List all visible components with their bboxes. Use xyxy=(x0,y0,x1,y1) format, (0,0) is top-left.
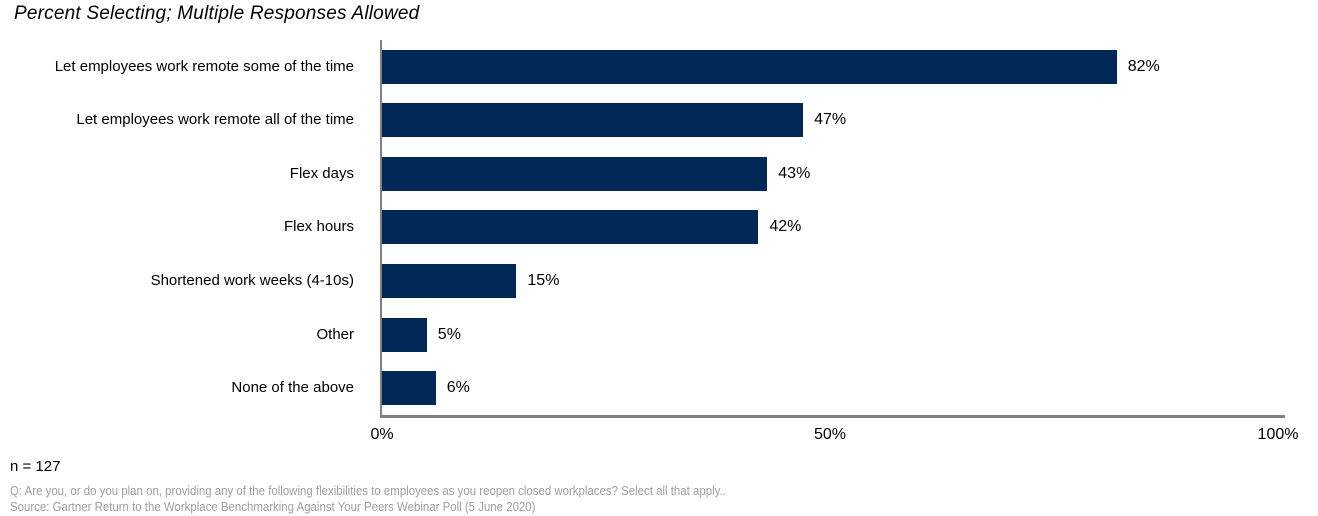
value-label: 6% xyxy=(446,379,470,397)
category-label: Flex hours xyxy=(283,218,354,236)
bar-track: 82% xyxy=(382,40,1278,94)
bar-track: 47% xyxy=(382,94,1278,148)
chart-row: Let employees work remote all of the tim… xyxy=(0,94,1318,148)
x-axis-ticks: 0% 50% 100% xyxy=(370,418,1298,446)
value-label: 15% xyxy=(527,272,560,290)
x-tick-label: 100% xyxy=(1257,426,1299,443)
bar xyxy=(382,317,427,352)
category-label: Flex days xyxy=(289,164,354,182)
sample-size-note: n = 127 xyxy=(10,458,61,475)
bar xyxy=(382,371,436,406)
chart-row: Other 5% xyxy=(0,308,1318,362)
bar-track: 42% xyxy=(382,201,1278,255)
bar-chart: Let employees work remote some of the ti… xyxy=(0,40,1318,446)
source-note: Source: Gartner Return to the Workplace … xyxy=(10,499,536,514)
x-tick-label: 50% xyxy=(813,426,847,443)
value-label: 42% xyxy=(769,218,802,236)
bar-track: 43% xyxy=(382,147,1278,201)
category-label: None of the above xyxy=(231,379,354,397)
value-label: 43% xyxy=(778,164,811,182)
chart-row: Shortened work weeks (4-10s) 15% xyxy=(0,254,1318,308)
chart-title: Percent Selecting; Multiple Responses Al… xyxy=(14,3,420,24)
bar xyxy=(382,264,517,299)
y-axis-line xyxy=(380,40,382,415)
chart-row: Flex days 43% xyxy=(0,147,1318,201)
value-label: 47% xyxy=(814,111,847,129)
category-label: Other xyxy=(316,325,354,343)
bar xyxy=(382,210,759,245)
value-label: 5% xyxy=(437,325,461,343)
category-label: Let employees work remote some of the ti… xyxy=(54,57,354,75)
value-label: 82% xyxy=(1127,57,1160,75)
chart-row: Flex hours 42% xyxy=(0,201,1318,255)
bar xyxy=(382,156,768,191)
category-label: Shortened work weeks (4-10s) xyxy=(150,272,354,290)
bar-track: 5% xyxy=(382,308,1278,362)
chart-row: None of the above 6% xyxy=(0,361,1318,415)
x-axis-line xyxy=(380,415,1285,418)
bar xyxy=(382,103,804,138)
chart-row: Let employees work remote some of the ti… xyxy=(0,40,1318,94)
bar-track: 15% xyxy=(382,254,1278,308)
bar-track: 6% xyxy=(382,361,1278,415)
x-tick-label: 0% xyxy=(370,426,394,443)
plot-area: Let employees work remote some of the ti… xyxy=(0,40,1318,415)
bar xyxy=(382,49,1117,84)
question-note: Q: Are you, or do you plan on, providing… xyxy=(10,483,726,498)
chart-footer: n = 127 Q: Are you, or do you plan on, p… xyxy=(0,458,1318,515)
category-label: Let employees work remote all of the tim… xyxy=(76,111,354,129)
